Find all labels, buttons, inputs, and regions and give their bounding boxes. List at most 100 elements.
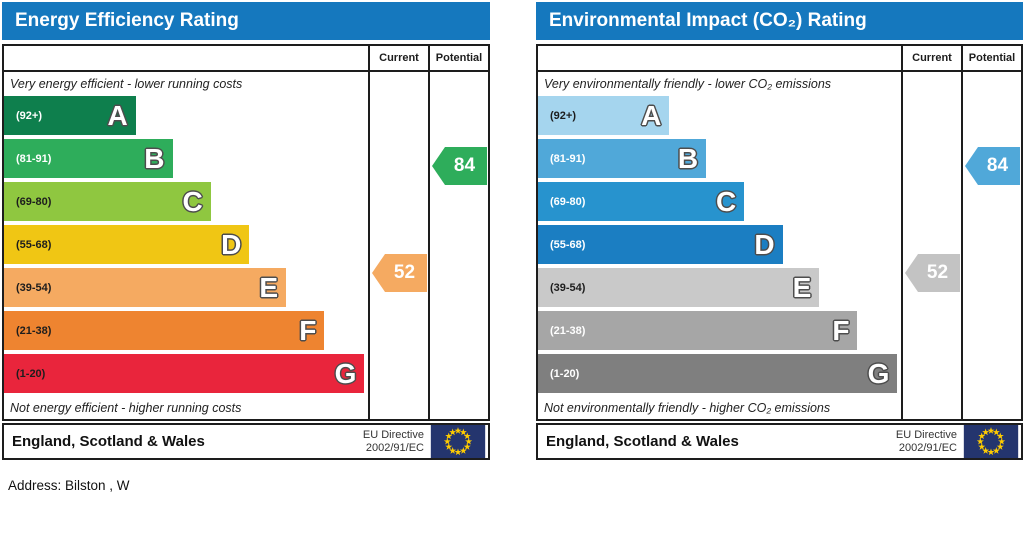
address-line: Address: Bilston , W — [8, 478, 130, 493]
band-g-range: (1-20) — [550, 367, 580, 380]
band-a-bar: (92+) A — [4, 96, 136, 135]
band-d-letter: D — [221, 228, 242, 260]
footer-region-label: England, Scotland & Wales — [546, 433, 739, 450]
band-e-letter: E — [259, 271, 279, 303]
band-c-range: (69-80) — [550, 195, 586, 208]
band-b-range: (81-91) — [550, 152, 586, 165]
band-f-bar: (21-38) F — [4, 311, 325, 350]
current-score-column: 52 — [368, 72, 428, 419]
band-c-bar: (69-80) C — [4, 182, 211, 221]
current-score-indicator: 52 — [905, 254, 960, 292]
current-score-value: 52 — [393, 262, 416, 283]
energy-efficiency-rating-chart: Energy Efficiency Rating Current Potenti… — [2, 2, 490, 460]
current-column-header: Current — [901, 46, 961, 72]
band-a-bar: (92+) A — [538, 96, 670, 135]
rating-table: Current Potential Very energy efficient … — [2, 44, 490, 421]
header-spacer-cell — [4, 46, 368, 72]
band-f-range: (21-38) — [550, 324, 586, 337]
top-caption: Very environmentally friendly - lower CO… — [544, 77, 832, 91]
band-row-a: (92+) A — [538, 96, 901, 135]
band-b-bar: (81-91) B — [4, 139, 173, 178]
band-b-range: (81-91) — [16, 152, 52, 165]
band-f-letter: F — [832, 314, 850, 346]
footer-region-label: England, Scotland & Wales — [12, 433, 205, 450]
rating-table: Current Potential Very environmentally f… — [536, 44, 1023, 421]
band-b-letter: B — [144, 142, 165, 174]
header-spacer-cell — [538, 46, 901, 72]
bottom-caption: Not environmentally friendly - higher CO… — [544, 401, 831, 415]
band-f-range: (21-38) — [16, 324, 52, 337]
band-g-bar: (1-20) G — [4, 354, 365, 393]
potential-score-indicator: 84 — [432, 147, 487, 185]
current-score-column: 52 — [901, 72, 961, 419]
potential-column-header: Potential — [961, 46, 1021, 72]
band-b-bar: (81-91) B — [538, 139, 707, 178]
chart-title-bar: Energy Efficiency Rating — [2, 2, 490, 40]
band-row-a: (92+) A — [4, 96, 368, 135]
current-score-value: 52 — [926, 262, 949, 283]
band-row-c: (69-80) C — [4, 182, 368, 221]
band-e-range: (39-54) — [550, 281, 586, 294]
current-score-indicator: 52 — [372, 254, 427, 292]
band-b-letter: B — [677, 142, 699, 174]
band-row-c: (69-80) C — [538, 182, 901, 221]
potential-score-column: 84 — [961, 72, 1021, 419]
band-f-letter: F — [299, 314, 317, 346]
eu-directive-line1: EU Directive — [362, 428, 424, 441]
bands-column: Very energy efficient - lower running co… — [4, 72, 368, 419]
band-row-g: (1-20) G — [538, 354, 901, 393]
eu-directive-line2: 2002/91/EC — [898, 441, 957, 454]
band-c-letter: C — [182, 185, 203, 217]
band-d-letter: D — [754, 228, 775, 260]
band-g-letter: G — [867, 357, 890, 389]
band-e-bar: (39-54) E — [538, 268, 820, 307]
eu-directive-label: EU Directive 2002/91/EC — [363, 429, 424, 454]
band-d-range: (55-68) — [16, 238, 52, 251]
band-d-bar: (55-68) D — [4, 225, 250, 264]
band-d-bar: (55-68) D — [538, 225, 783, 264]
chart-footer: England, Scotland & Wales EU Directive 2… — [2, 423, 490, 460]
band-row-b: (81-91) B — [4, 139, 368, 178]
band-c-bar: (69-80) C — [538, 182, 745, 221]
potential-column-header: Potential — [428, 46, 488, 72]
band-row-e: (39-54) E — [4, 268, 368, 307]
band-row-b: (81-91) B — [538, 139, 901, 178]
eu-directive-line1: EU Directive — [895, 428, 957, 441]
band-g-bar: (1-20) G — [538, 354, 898, 393]
top-caption: Very energy efficient - lower running co… — [10, 77, 243, 91]
band-c-range: (69-80) — [16, 195, 52, 208]
eu-directive-line2: 2002/91/EC — [365, 441, 424, 454]
bands-column: Very environmentally friendly - lower CO… — [538, 72, 901, 419]
chart-title: Environmental Impact (CO₂) Rating — [549, 10, 867, 31]
potential-score-value: 84 — [986, 155, 1009, 176]
band-row-d: (55-68) D — [4, 225, 368, 264]
band-a-letter: A — [107, 99, 128, 131]
potential-score-value: 84 — [453, 155, 476, 176]
band-a-range: (92+) — [16, 109, 42, 122]
potential-score-column: 84 — [428, 72, 488, 419]
band-g-letter: G — [334, 357, 357, 389]
band-a-range: (92+) — [550, 109, 576, 122]
eu-flag-icon — [430, 425, 486, 458]
band-d-range: (55-68) — [550, 238, 586, 251]
chart-title: Energy Efficiency Rating — [15, 10, 239, 31]
band-e-bar: (39-54) E — [4, 268, 287, 307]
band-a-letter: A — [641, 99, 662, 131]
bottom-caption: Not energy efficient - higher running co… — [10, 401, 242, 415]
band-g-range: (1-20) — [16, 367, 46, 380]
band-row-f: (21-38) F — [4, 311, 368, 350]
chart-footer: England, Scotland & Wales EU Directive 2… — [536, 423, 1023, 460]
band-e-range: (39-54) — [16, 281, 52, 294]
band-row-g: (1-20) G — [4, 354, 368, 393]
band-c-letter: C — [715, 185, 737, 217]
environmental-impact-rating-chart: Environmental Impact (CO₂) Rating Curren… — [536, 2, 1023, 460]
band-row-f: (21-38) F — [538, 311, 901, 350]
eu-flag-icon — [963, 425, 1019, 458]
band-row-e: (39-54) E — [538, 268, 901, 307]
eu-directive-label: EU Directive 2002/91/EC — [896, 429, 957, 454]
band-f-bar: (21-38) F — [538, 311, 858, 350]
chart-title-bar: Environmental Impact (CO₂) Rating — [536, 2, 1023, 40]
current-column-header: Current — [368, 46, 428, 72]
band-row-d: (55-68) D — [538, 225, 901, 264]
band-e-letter: E — [792, 271, 812, 303]
